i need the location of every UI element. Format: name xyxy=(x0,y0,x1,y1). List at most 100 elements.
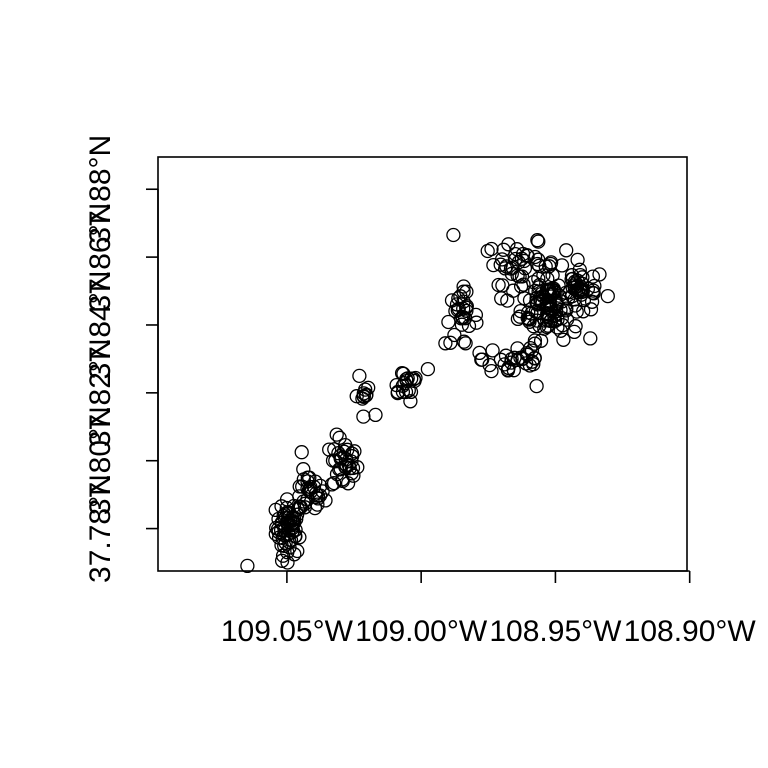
data-point xyxy=(559,301,574,316)
data-point xyxy=(336,444,352,459)
data-point xyxy=(456,334,472,349)
data-point xyxy=(482,357,497,373)
data-point xyxy=(356,409,371,424)
data-point xyxy=(469,315,484,330)
y-tick-label: 37.78°N xyxy=(84,474,117,583)
x-tick-label: 109.05°W xyxy=(221,615,354,648)
data-point xyxy=(537,321,552,336)
data-point xyxy=(513,303,528,319)
data-point xyxy=(527,350,542,366)
y-axis: 37.78°N37.80°N37.82°N37.84°N37.86°N37.88… xyxy=(84,135,159,583)
x-tick-label: 109.00°W xyxy=(355,615,488,648)
data-point xyxy=(395,378,410,393)
data-point xyxy=(585,269,601,284)
points-layer xyxy=(240,227,615,574)
x-axis: 109.05°W 109.00°W 108.95°W 108.90°W xyxy=(221,570,756,648)
data-point xyxy=(359,387,374,402)
data-point xyxy=(322,442,337,457)
data-point xyxy=(447,327,462,343)
data-point xyxy=(513,279,529,294)
data-point xyxy=(290,543,305,559)
data-point xyxy=(583,331,598,346)
data-point xyxy=(459,299,474,314)
data-point xyxy=(328,453,343,468)
data-point xyxy=(530,256,545,272)
data-point xyxy=(495,278,510,293)
data-point xyxy=(283,532,299,548)
data-point xyxy=(543,255,559,270)
data-point xyxy=(512,309,528,324)
data-point xyxy=(344,454,359,469)
data-point xyxy=(549,304,564,319)
data-point xyxy=(277,507,292,522)
data-point xyxy=(531,271,546,286)
data-point xyxy=(326,475,342,491)
data-point xyxy=(327,442,342,457)
y-tick-label: 37.80°N xyxy=(84,406,117,515)
data-point xyxy=(280,505,295,520)
data-point xyxy=(451,301,466,316)
data-point xyxy=(282,540,297,555)
data-point xyxy=(451,291,466,306)
data-point xyxy=(443,335,458,350)
data-point xyxy=(474,352,489,367)
data-point xyxy=(527,336,542,351)
data-point xyxy=(318,493,333,508)
data-point xyxy=(441,314,456,330)
data-point xyxy=(570,252,585,268)
data-point xyxy=(480,243,495,259)
data-point xyxy=(505,260,520,275)
data-point xyxy=(403,394,418,409)
data-point xyxy=(294,445,309,460)
data-point xyxy=(300,470,315,485)
data-point xyxy=(531,234,546,249)
data-point xyxy=(556,332,571,347)
data-point xyxy=(521,311,536,326)
data-point xyxy=(355,391,370,406)
data-point xyxy=(521,305,536,320)
data-point xyxy=(501,237,516,252)
data-point xyxy=(390,385,405,401)
data-point xyxy=(559,243,574,258)
data-point xyxy=(458,336,473,351)
data-point xyxy=(530,233,545,248)
data-point xyxy=(287,515,302,530)
data-point xyxy=(446,227,461,243)
data-point xyxy=(454,317,470,332)
data-point xyxy=(510,268,525,283)
data-point xyxy=(530,297,545,312)
data-point xyxy=(268,502,283,518)
data-point xyxy=(420,361,436,377)
y-tick-label: 37.82°N xyxy=(84,338,117,447)
data-point xyxy=(529,378,544,394)
data-point xyxy=(592,267,607,282)
data-point xyxy=(461,318,477,334)
y-tick-label: 37.84°N xyxy=(84,271,117,380)
data-point xyxy=(240,558,255,574)
data-point xyxy=(274,553,290,568)
plot-frame xyxy=(157,156,688,572)
data-point xyxy=(584,294,600,309)
data-point xyxy=(600,288,615,304)
data-point xyxy=(572,262,587,277)
data-point xyxy=(368,407,383,423)
data-point xyxy=(454,311,469,326)
data-point xyxy=(550,312,565,327)
data-point xyxy=(547,284,562,299)
data-point xyxy=(297,500,313,515)
data-point xyxy=(345,460,361,476)
data-point xyxy=(438,336,453,351)
data-point xyxy=(332,462,347,477)
data-point xyxy=(564,268,580,283)
data-point xyxy=(399,373,414,389)
data-point xyxy=(493,352,509,367)
data-point xyxy=(313,478,328,494)
data-point xyxy=(324,477,340,492)
data-point xyxy=(496,242,511,257)
data-point xyxy=(352,368,367,384)
data-point xyxy=(485,343,500,358)
data-point xyxy=(486,257,501,273)
data-point xyxy=(356,388,371,404)
data-point xyxy=(513,350,528,365)
